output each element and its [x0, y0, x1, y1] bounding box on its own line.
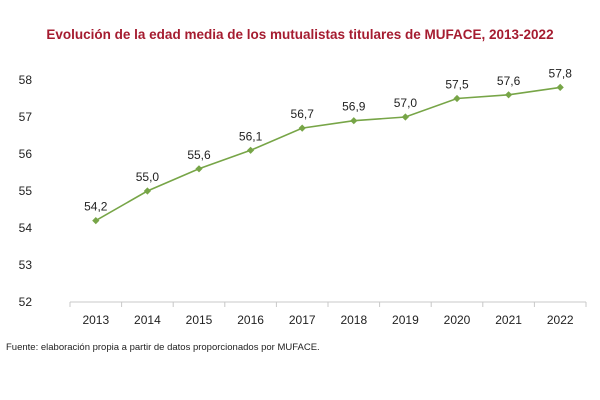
data-label-2022: 57,8 — [549, 66, 573, 80]
data-point-2017 — [298, 124, 306, 132]
y-tick-label-58: 58 — [19, 73, 33, 87]
data-label-2018: 56,9 — [342, 100, 366, 114]
series-markers — [92, 83, 564, 225]
data-labels: 54,2 55,0 55,6 56,1 56,7 56,9 57,0 57,5 57,6 57,8 — [84, 66, 572, 213]
x-tick-label-2015: 2015 — [186, 313, 213, 327]
y-tick-label-52: 52 — [19, 295, 33, 309]
chart-title: Evolución de la edad media de los mutual… — [46, 27, 554, 42]
x-tick-label-2013: 2013 — [82, 313, 109, 327]
source-note: Fuente: elaboración propia a partir de d… — [6, 342, 320, 353]
y-tick-label-57: 57 — [19, 110, 33, 124]
x-tick-label-2017: 2017 — [289, 313, 316, 327]
data-label-2017: 56,7 — [291, 107, 315, 121]
data-label-2013: 54,2 — [84, 200, 108, 214]
x-axis-ticks: 2013 2014 2015 2016 2017 2018 2019 2020 2021 2022 — [69, 302, 587, 327]
data-label-2016: 56,1 — [239, 129, 263, 143]
data-point-2016 — [247, 146, 255, 154]
x-tick-label-2022: 2022 — [547, 313, 574, 327]
y-tick-label-55: 55 — [19, 184, 33, 198]
x-tick-label-2014: 2014 — [134, 313, 161, 327]
data-point-2018 — [350, 117, 358, 125]
data-label-2020: 57,5 — [445, 78, 469, 92]
x-tick-label-2019: 2019 — [392, 313, 419, 327]
data-label-2021: 57,6 — [497, 74, 521, 88]
x-tick-label-2018: 2018 — [340, 313, 367, 327]
series-line — [95, 86, 561, 222]
data-point-2015 — [195, 165, 203, 173]
data-point-2022 — [556, 83, 564, 91]
data-point-2021 — [505, 91, 513, 99]
x-tick-label-2020: 2020 — [444, 313, 471, 327]
data-point-2013 — [92, 217, 100, 225]
y-tick-label-56: 56 — [19, 147, 33, 161]
data-label-2015: 55,6 — [187, 148, 211, 162]
y-tick-label-53: 53 — [19, 258, 33, 272]
data-point-2014 — [143, 187, 151, 195]
x-tick-label-2021: 2021 — [495, 313, 522, 327]
data-label-2014: 55,0 — [136, 170, 160, 184]
y-tick-label-54: 54 — [19, 221, 33, 235]
data-point-2019 — [401, 113, 409, 121]
data-label-2019: 57,0 — [394, 96, 418, 110]
data-point-2020 — [453, 94, 461, 103]
y-axis-ticks: 52 53 54 55 56 57 58 — [19, 73, 33, 309]
x-tick-label-2016: 2016 — [237, 313, 264, 327]
